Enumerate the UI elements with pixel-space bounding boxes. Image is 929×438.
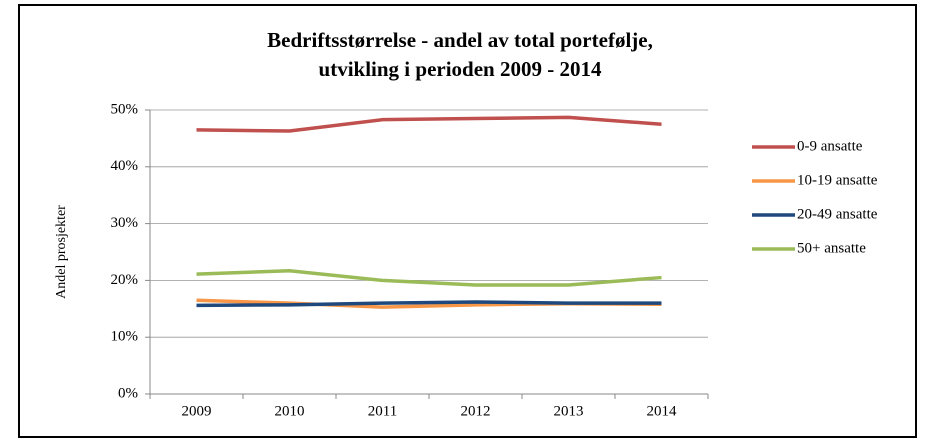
x-tick-label: 2011 — [368, 403, 397, 419]
y-tick-label: 10% — [111, 329, 139, 345]
legend-label: 50+ ansatte — [797, 240, 866, 256]
legend-label: 10-19 ansatte — [797, 172, 878, 188]
y-tick-label: 20% — [111, 272, 139, 288]
x-tick-label: 2014 — [647, 403, 678, 419]
chart-title: Bedriftsstørrelse - andel av total porte… — [267, 28, 653, 52]
y-tick-label: 30% — [111, 215, 139, 231]
series-line — [196, 300, 662, 308]
y-tick-label: 50% — [111, 101, 139, 117]
x-tick-label: 2010 — [275, 403, 305, 419]
frame — [18, 4, 917, 438]
y-tick-label: 0% — [118, 385, 138, 401]
series-line — [196, 268, 662, 287]
x-tick-label: 2012 — [461, 403, 491, 419]
x-tick-label: 2009 — [182, 403, 212, 419]
legend-label: 20-49 ansatte — [797, 206, 878, 222]
legend-label: 0-9 ansatte — [797, 138, 863, 154]
chart-title: utvikling i perioden 2009 - 2014 — [319, 57, 602, 81]
y-tick-label: 40% — [111, 158, 139, 174]
y-axis-label: Andel prosjekter — [54, 205, 69, 299]
series-line — [196, 115, 662, 133]
x-tick-label: 2013 — [554, 403, 584, 419]
